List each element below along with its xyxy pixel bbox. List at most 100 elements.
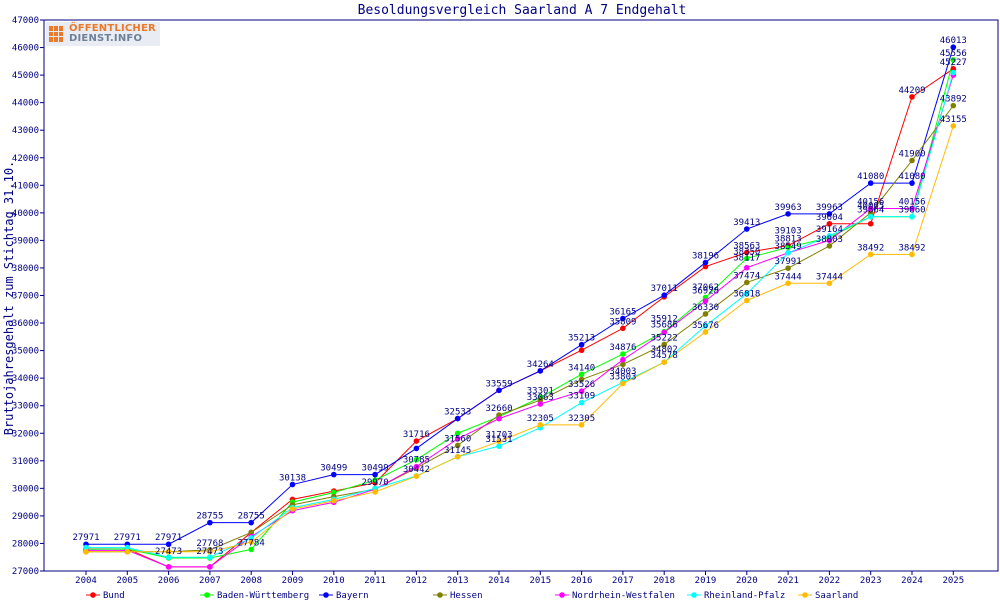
series-2-point-9 [454, 415, 461, 422]
series-6-point-8 [413, 473, 420, 479]
series-2-point-8 [413, 445, 420, 452]
series-1-point-8 [413, 456, 420, 463]
value-label-32: 36165 [609, 308, 636, 318]
series-1-point-17 [785, 244, 791, 251]
series-1-point-7 [372, 477, 378, 483]
value-label-1: 27971 [114, 533, 141, 543]
value-label-47: 35676 [692, 321, 719, 331]
series-6-point-5 [289, 506, 296, 512]
series-5-point-21 [950, 69, 957, 76]
value-label-35: 34003 [609, 367, 636, 377]
series-4-point-11 [537, 401, 544, 407]
series-6-point-2 [165, 548, 172, 555]
x-tick-label-8: 2012 [406, 576, 428, 586]
series-2-point-7 [372, 471, 378, 478]
value-label-18: 31145 [444, 446, 471, 456]
series-2-point-3 [207, 519, 213, 526]
series-4-point-9 [454, 435, 461, 442]
series-6-point-17 [785, 280, 791, 287]
series-6-point-6 [331, 497, 337, 504]
value-label-0: 27971 [72, 533, 99, 543]
series-2-point-2 [165, 541, 172, 548]
series-5-point-15 [702, 323, 709, 329]
value-label-29: 33526 [568, 380, 595, 390]
series-4-point-15 [702, 298, 709, 304]
y-tick-label-19: 46000 [12, 44, 39, 54]
series-6-point-1 [124, 548, 131, 555]
series-4-point-18 [826, 237, 833, 244]
value-label-58: 37991 [775, 257, 802, 267]
series-6-point-12 [578, 422, 585, 428]
chart-title: Besoldungsvergleich Saarland A 7 Endgeha… [358, 3, 687, 18]
value-label-65: 41080 [857, 172, 884, 182]
y-tick-label-18: 45000 [12, 71, 39, 81]
series-line-5 [86, 72, 954, 558]
series-6-point-11 [537, 422, 544, 428]
series-6-point-21 [950, 123, 957, 129]
y-axis: 27000 28000 29000 30000 31000 32000 33000 34000… [12, 16, 44, 577]
value-label-61: 39604 [816, 213, 843, 223]
value-label-22: 31531 [485, 435, 512, 445]
value-label-9: 30138 [279, 474, 306, 484]
value-label-45: 36928 [692, 286, 719, 296]
value-label-63: 38803 [816, 235, 843, 245]
value-label-21: 31703 [485, 430, 512, 440]
value-label-17: 31560 [444, 434, 471, 444]
legend: Bund Baden-Württemberg Bayern Hessen Nordrhe… [86, 591, 858, 600]
y-tick-label-20: 47000 [12, 16, 39, 26]
value-label-13: 31716 [403, 430, 430, 440]
series-2-point-17 [785, 211, 791, 217]
x-tick-label-16: 2020 [736, 576, 758, 586]
value-label-68: 39864 [857, 206, 884, 216]
value-label-8: 27784 [238, 538, 265, 548]
legend-label-3: Hessen [450, 591, 483, 600]
series-1-point-13 [620, 351, 626, 357]
value-label-50: 38350 [733, 247, 760, 257]
value-label-14: 30785 [403, 456, 430, 466]
series-0-point-19 [867, 220, 874, 227]
value-label-69: 38492 [857, 243, 884, 253]
series-5-point-19 [867, 213, 874, 220]
series-3-point-9 [454, 442, 461, 449]
y-axis-label: Bruttojahresgehalt zum Stichtag 31.10. [2, 161, 16, 436]
value-label-15: 30442 [403, 465, 430, 475]
series-5-point-4 [248, 535, 254, 541]
series-6-point-16 [744, 297, 750, 304]
legend-label-2: Bayern [336, 591, 369, 600]
value-label-11: 30499 [362, 464, 389, 474]
series-3-point-13 [620, 361, 626, 368]
series-1-point-6 [331, 489, 337, 496]
value-label-6: 27473 [196, 547, 223, 557]
series-points [83, 44, 957, 570]
series-0-point-8 [413, 438, 420, 444]
value-label-12: 29970 [362, 478, 389, 488]
value-label-57: 38549 [775, 242, 802, 252]
series-1-point-4 [248, 546, 254, 553]
legend-marker-2 [323, 592, 329, 598]
series-2-point-6 [331, 471, 337, 478]
series-4-point-13 [620, 356, 626, 363]
legend-marker-3 [437, 592, 443, 598]
series-4-point-16 [744, 264, 750, 271]
value-label-70: 44209 [898, 86, 925, 96]
x-tick-label-12: 2016 [571, 576, 593, 586]
series-1-point-12 [578, 371, 585, 378]
y-tick-label-3: 30000 [12, 484, 39, 494]
series-4-point-10 [496, 415, 502, 422]
series-5-point-10 [496, 443, 502, 449]
series-3-point-20 [909, 157, 915, 164]
value-label-33: 35809 [609, 317, 636, 327]
value-label-38: 35912 [651, 314, 678, 324]
legend-marker-0 [90, 592, 96, 598]
series-5-point-16 [744, 290, 750, 297]
series-6-point-14 [661, 359, 667, 366]
legend-marker-1 [204, 592, 210, 598]
value-label-40: 35222 [651, 333, 678, 343]
x-tick-label-17: 2021 [777, 576, 799, 586]
series-3-point-21 [950, 102, 957, 109]
series-0-point-15 [702, 263, 709, 270]
y-tick-label-17: 44000 [12, 99, 39, 109]
x-tick-label-13: 2017 [612, 576, 634, 586]
value-label-26: 32305 [527, 414, 554, 424]
series-4-point-8 [413, 463, 420, 470]
